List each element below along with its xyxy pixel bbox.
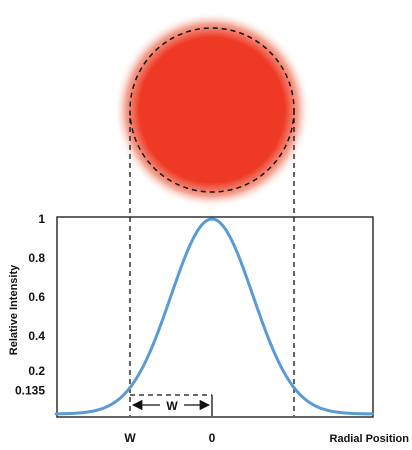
width-marker: W: [130, 394, 213, 416]
plot-frame: [56, 216, 374, 418]
y-tick-label: 0.4: [28, 329, 45, 343]
y-axis-ticks: 1 0.8 0.6 0.4 0.2 0.135: [15, 212, 45, 398]
y-tick-label: 1: [38, 212, 45, 226]
width-marker-label: W: [166, 399, 178, 413]
beam-spot: [114, 12, 310, 208]
y-tick-label: 0.2: [28, 364, 45, 378]
intensity-curve: [54, 217, 374, 416]
beam-glow: [114, 12, 310, 208]
x-axis-ticks: W 0: [124, 431, 215, 445]
x-tick-label: 0: [209, 431, 216, 445]
beam-width-circle: [129, 27, 295, 193]
x-tick-label: W: [124, 431, 136, 445]
y-axis-title: Relative Intensity: [8, 264, 20, 355]
x-axis-title: Radial Position: [330, 433, 410, 445]
y-tick-label: 0.135: [15, 384, 45, 398]
y-tick-label: 0.8: [28, 251, 45, 265]
y-tick-label: 0.6: [28, 290, 45, 304]
